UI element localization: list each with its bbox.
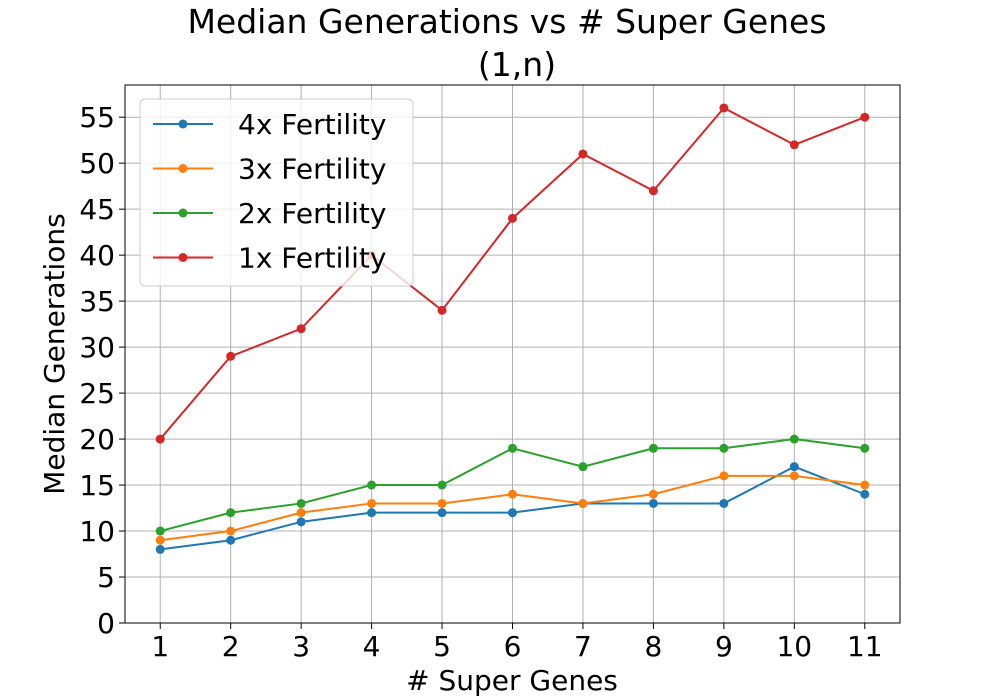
data-point (437, 498, 447, 508)
y-axis-ticks: 0 5 10 15 20 25 30 35 40 45 50 55 (79, 101, 125, 640)
data-point (860, 480, 870, 490)
data-point (508, 508, 517, 518)
y-tick-label: 0 (97, 607, 115, 640)
data-point (155, 526, 165, 536)
series-3x-fertility (155, 471, 870, 545)
x-tick-label: 6 (504, 630, 522, 663)
data-point (437, 480, 447, 490)
x-tick-label: 10 (776, 630, 812, 663)
y-tick-label: 5 (97, 561, 115, 594)
data-point (648, 186, 658, 196)
data-point (789, 434, 799, 444)
data-point (578, 498, 588, 508)
data-point (578, 462, 588, 472)
y-tick-label: 15 (79, 469, 115, 502)
data-point (860, 443, 870, 453)
data-point (296, 517, 306, 527)
y-tick-label: 30 (79, 331, 115, 364)
y-tick-label: 10 (79, 515, 115, 548)
data-point (226, 526, 236, 536)
y-axis-label: Median Generations (38, 213, 71, 495)
legend-marker (178, 119, 188, 129)
x-tick-label: 7 (574, 630, 592, 663)
data-point (719, 471, 729, 481)
legend-label: 2x Fertility (238, 197, 386, 230)
data-point (296, 508, 306, 518)
legend-item: 2x Fertility (153, 197, 386, 230)
x-axis-ticks: 1 2 3 4 5 6 7 8 9 10 11 (151, 623, 883, 663)
y-tick-label: 35 (79, 285, 115, 318)
data-point (367, 508, 377, 518)
data-point (296, 498, 306, 508)
x-tick-label: 9 (715, 630, 733, 663)
legend-item: 4x Fertility (153, 108, 386, 141)
legend-label: 1x Fertility (238, 242, 386, 275)
data-point (508, 443, 517, 453)
legend-item: 3x Fertility (153, 153, 386, 186)
legend-marker (178, 253, 188, 262)
x-tick-label: 11 (847, 630, 883, 663)
y-tick-label: 40 (79, 239, 115, 272)
x-tick-label: 3 (292, 630, 310, 663)
legend-item: 1x Fertility (153, 242, 386, 275)
data-point (437, 305, 447, 315)
data-point (508, 489, 517, 499)
data-point (226, 351, 236, 361)
x-tick-label: 8 (644, 630, 662, 663)
data-point (226, 508, 236, 518)
legend-marker (178, 208, 188, 218)
legend-marker (178, 164, 188, 173)
data-point (367, 480, 377, 490)
x-tick-label: 4 (363, 630, 381, 663)
data-point (719, 498, 729, 508)
x-tick-label: 5 (433, 630, 451, 663)
chart-subtitle: (1,n) (478, 45, 556, 84)
x-tick-label: 2 (222, 630, 240, 663)
data-point (719, 103, 729, 113)
data-point (508, 213, 517, 223)
y-tick-label: 45 (79, 193, 115, 226)
series-1x-fertility (155, 103, 870, 444)
data-point (789, 462, 799, 472)
legend-label: 3x Fertility (238, 153, 386, 186)
y-tick-label: 50 (79, 147, 115, 180)
data-point (578, 149, 588, 159)
data-point (860, 112, 870, 122)
x-tick-label: 1 (151, 630, 169, 663)
data-point (648, 498, 658, 508)
y-tick-label: 55 (79, 101, 115, 134)
data-point (437, 508, 447, 518)
series-2x-fertility (155, 434, 870, 536)
data-point (226, 535, 236, 545)
data-point (789, 471, 799, 481)
x-axis-label: # Super Genes (406, 664, 618, 697)
legend: 4x Fertility 3x Fertility 2x Fertility 1x F… (139, 98, 414, 287)
legend-box (139, 98, 414, 287)
data-point (155, 535, 165, 545)
y-tick-label: 20 (79, 423, 115, 456)
legend-label: 4x Fertility (238, 108, 386, 141)
data-point (648, 489, 658, 499)
y-tick-label: 25 (79, 377, 115, 410)
series-4x-fertility (155, 462, 870, 554)
data-point (648, 443, 658, 453)
data-point (719, 443, 729, 453)
data-point (155, 434, 165, 444)
data-point (860, 489, 870, 499)
chart-title: Median Generations vs # Super Genes (187, 2, 826, 41)
data-point (155, 544, 165, 554)
data-point (789, 140, 799, 150)
data-point (296, 324, 306, 334)
data-point (367, 498, 377, 508)
series-layer (155, 103, 870, 554)
